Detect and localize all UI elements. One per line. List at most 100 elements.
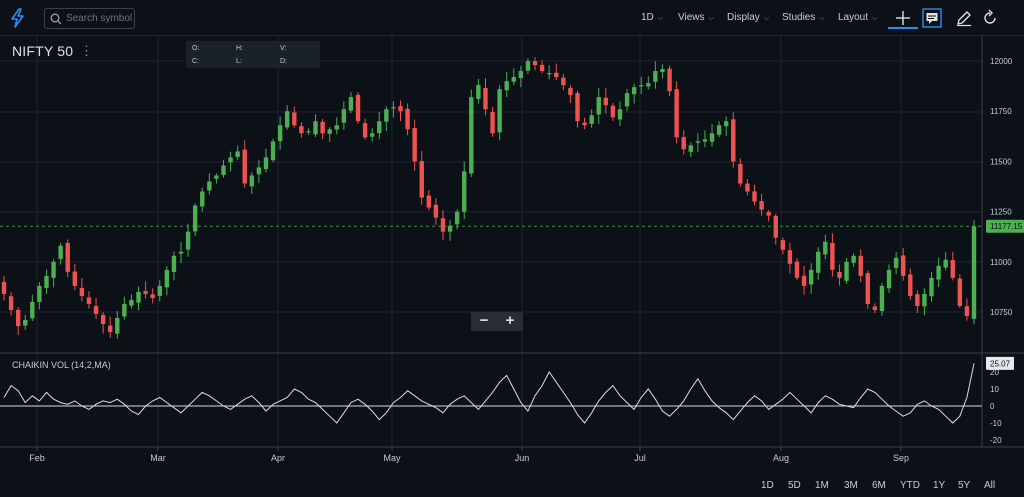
candle-body (631, 87, 637, 95)
candle-body (15, 309, 21, 327)
chevron-down-icon: ⌵ (708, 15, 714, 22)
crosshair-icon[interactable] (893, 8, 913, 28)
candle-body (681, 137, 686, 150)
candle-body (58, 245, 63, 259)
candle-body (115, 318, 120, 334)
indicator-tick-label: -20 (990, 436, 1002, 445)
range-ytd[interactable]: YTD (900, 480, 920, 491)
zoom-out-button[interactable]: − (479, 312, 489, 329)
price-chart[interactable]: 12000 11750 11500 11250 11000 10750 11177.15 2… (0, 36, 1024, 477)
candle-body (532, 61, 538, 66)
candle-body (30, 301, 35, 319)
search-placeholder: Search symbol (66, 13, 133, 24)
range-3m[interactable]: 3M (844, 480, 858, 491)
zoom-controls: − + (471, 312, 523, 331)
candle-body (65, 242, 70, 272)
time-tick-label: Sep (893, 453, 909, 463)
candle-body (808, 269, 814, 285)
layout-dropdown[interactable]: Layout ⌵ (838, 12, 877, 23)
candle-body (667, 68, 672, 92)
interval-label: 1D (641, 12, 654, 23)
more-options-icon[interactable]: ⋮ (80, 43, 93, 58)
candle-body (674, 89, 679, 138)
ohlc-high-label: H: (236, 45, 243, 52)
candle-body (292, 112, 297, 126)
candle-body (263, 157, 269, 170)
candle-body (242, 149, 247, 184)
lightning-icon[interactable] (8, 8, 28, 28)
candle-body (716, 125, 722, 135)
candle-body (504, 81, 509, 91)
candle-body (851, 255, 856, 263)
time-tick-label: Feb (29, 453, 45, 463)
interval-dropdown[interactable]: 1D ⌵ (641, 12, 663, 23)
pencil-icon[interactable] (954, 8, 974, 28)
candle-body (688, 145, 693, 152)
time-tick-label: Apr (271, 453, 285, 463)
candle-body (639, 85, 644, 87)
candle-body (936, 265, 941, 280)
candle-body (285, 111, 290, 128)
candle-body (108, 325, 113, 333)
candle-body (122, 303, 127, 317)
toolbar: Search symbol 1D ⌵ Views ⌵ Display ⌵ Studie… (0, 0, 1024, 36)
candle-body (93, 306, 99, 315)
range-1y[interactable]: 1Y (933, 480, 946, 491)
candle-body (561, 77, 566, 86)
candle-body (462, 171, 467, 212)
candle-body (412, 128, 417, 162)
chaikin-indicator (0, 363, 982, 424)
reset-icon[interactable] (980, 8, 1000, 28)
candle-body (723, 121, 729, 127)
range-5d[interactable]: 5D (788, 480, 801, 491)
zoom-in-button[interactable]: + (505, 312, 515, 329)
candle-body (100, 314, 106, 325)
candle-body (164, 269, 170, 288)
price-tick-label: 11500 (990, 157, 1012, 166)
range-6m[interactable]: 6M (872, 480, 886, 491)
candle-body (964, 306, 970, 317)
price-tick-label: 11000 (990, 258, 1012, 267)
candle-body (575, 93, 580, 122)
candlesticks (0, 57, 982, 339)
candle-body (1, 281, 7, 294)
candle-body (476, 85, 481, 99)
price-tick-label: 10750 (990, 308, 1013, 317)
candle-body (23, 320, 28, 326)
candle-body (454, 211, 460, 225)
candle-body (143, 291, 148, 294)
candle-body (221, 165, 226, 175)
candle-body (922, 293, 927, 307)
candle-body (582, 122, 587, 126)
candle-body (178, 251, 184, 254)
views-dropdown[interactable]: Views ⌵ (678, 12, 714, 23)
candle-body (787, 250, 793, 264)
search-input[interactable]: Search symbol (44, 8, 135, 29)
candle-body (858, 255, 863, 276)
candle-body (398, 106, 403, 112)
range-5y[interactable]: 5Y (958, 480, 971, 491)
range-1m[interactable]: 1M (815, 480, 829, 491)
comment-icon[interactable] (922, 8, 942, 28)
candle-body (554, 72, 559, 78)
range-1d[interactable]: 1D (761, 480, 774, 491)
candle-body (86, 297, 92, 304)
candle-body (306, 131, 311, 133)
indicator-axis: 20 10 0 -10 -20 25.07 (986, 356, 1014, 445)
candle-body (879, 285, 885, 312)
candle-body (157, 285, 162, 296)
time-tick-label: May (383, 453, 401, 463)
candle-body (830, 242, 835, 270)
indicator-tick-label: 0 (990, 402, 995, 411)
candle-body (844, 261, 849, 281)
candle-body (419, 161, 424, 198)
display-dropdown[interactable]: Display ⌵ (727, 12, 769, 23)
range-all[interactable]: All (984, 480, 996, 491)
candle-body (929, 277, 934, 297)
candle-body (483, 87, 488, 110)
last-price-label: 11177.15 (990, 222, 1023, 231)
symbol-title: NIFTY 50 (12, 43, 74, 59)
time-tick-label: Mar (150, 453, 166, 463)
studies-dropdown[interactable]: Studies ⌵ (782, 12, 825, 23)
candle-body (525, 61, 531, 71)
